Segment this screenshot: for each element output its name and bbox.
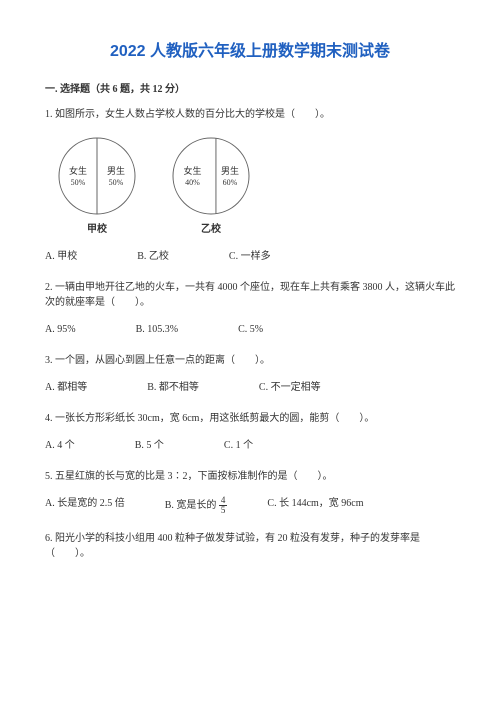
q2-choice-c: C. 5% (238, 322, 263, 337)
q3-choice-a: A. 都相等 (45, 380, 87, 395)
question-2: 2. 一辆由甲地开往乙地的火车，一共有 4000 个座位，现在车上共有乘客 38… (45, 280, 455, 337)
question-2-text: 2. 一辆由甲地开往乙地的火车，一共有 4000 个座位，现在车上共有乘客 38… (45, 280, 455, 310)
section-1-header: 一. 选择题（共 6 题，共 12 分） (45, 82, 455, 97)
q5-choice-a: A. 长是宽的 2.5 倍 (45, 496, 125, 515)
question-6: 6. 阳光小学的科技小组用 400 粒种子做发芽试验，有 20 粒没有发芽，种子… (45, 531, 455, 561)
question-6-text: 6. 阳光小学的科技小组用 400 粒种子做发芽试验，有 20 粒没有发芽，种子… (45, 531, 455, 561)
question-1: 1. 如图所示，女生人数占学校人数的百分比大的学校是（ ）。 女生 50% 男生… (45, 107, 455, 264)
q3-choice-c: C. 不一定相等 (259, 380, 321, 395)
pie-1-wrap: 女生 50% 男生 50% 甲校 (55, 134, 139, 237)
svg-text:女生: 女生 (69, 165, 87, 176)
svg-text:男生: 男生 (221, 165, 239, 176)
q2-choices: A. 95% B. 105.3% C. 5% (45, 322, 455, 337)
fraction-icon: 45 (219, 496, 228, 515)
svg-text:60%: 60% (223, 178, 238, 187)
q4-choice-c: C. 1 个 (224, 438, 253, 453)
q3-choices: A. 都相等 B. 都不相等 C. 不一定相等 (45, 380, 455, 395)
question-5-text: 5. 五星红旗的长与宽的比是 3∶2，下面按标准制作的是（ ）。 (45, 469, 455, 484)
question-5: 5. 五星红旗的长与宽的比是 3∶2，下面按标准制作的是（ ）。 A. 长是宽的… (45, 469, 455, 515)
q4-choice-b: B. 5 个 (135, 438, 164, 453)
question-1-text: 1. 如图所示，女生人数占学校人数的百分比大的学校是（ ）。 (45, 107, 455, 122)
q1-choice-c: C. 一样多 (229, 249, 271, 264)
question-3-text: 3. 一个圆，从圆心到圆上任意一点的距离（ ）。 (45, 353, 455, 368)
q1-choice-b: B. 乙校 (137, 249, 169, 264)
q2-choice-b: B. 105.3% (136, 322, 179, 337)
q4-choices: A. 4 个 B. 5 个 C. 1 个 (45, 438, 455, 453)
svg-text:40%: 40% (185, 178, 200, 187)
pie-chart-1: 女生 50% 男生 50% (55, 134, 139, 218)
pie-2-wrap: 女生 40% 男生 60% 乙校 (169, 134, 253, 237)
question-4-text: 4. 一张长方形彩纸长 30cm，宽 6cm，用这张纸剪最大的圆，能剪（ ）。 (45, 411, 455, 426)
q3-choice-b: B. 都不相等 (147, 380, 199, 395)
q5-choice-b-prefix: B. 宽是长的 (165, 500, 219, 511)
q4-choice-a: A. 4 个 (45, 438, 75, 453)
q5-choice-b: B. 宽是长的 45 (165, 496, 228, 515)
exam-page: 2022 人教版六年级上册数学期末测试卷 一. 选择题（共 6 题，共 12 分… (0, 0, 500, 707)
svg-text:50%: 50% (71, 178, 86, 187)
svg-text:男生: 男生 (107, 165, 125, 176)
q2-choice-a: A. 95% (45, 322, 76, 337)
pie-chart-2: 女生 40% 男生 60% (169, 134, 253, 218)
svg-text:女生: 女生 (183, 165, 201, 176)
page-title: 2022 人教版六年级上册数学期末测试卷 (45, 40, 455, 64)
question-4: 4. 一张长方形彩纸长 30cm，宽 6cm，用这张纸剪最大的圆，能剪（ ）。 … (45, 411, 455, 453)
q5-choices: A. 长是宽的 2.5 倍 B. 宽是长的 45 C. 长 144cm，宽 96… (45, 496, 455, 515)
pie-1-school: 甲校 (87, 222, 107, 237)
svg-text:50%: 50% (109, 178, 124, 187)
fraction-den: 5 (219, 506, 228, 515)
q5-choice-c: C. 长 144cm，宽 96cm (267, 496, 363, 515)
q1-choices: A. 甲校 B. 乙校 C. 一样多 (45, 249, 455, 264)
q1-choice-a: A. 甲校 (45, 249, 77, 264)
pie-charts: 女生 50% 男生 50% 甲校 女生 40% 男生 60% 乙校 (55, 134, 455, 237)
question-3: 3. 一个圆，从圆心到圆上任意一点的距离（ ）。 A. 都相等 B. 都不相等 … (45, 353, 455, 395)
pie-2-school: 乙校 (201, 222, 221, 237)
